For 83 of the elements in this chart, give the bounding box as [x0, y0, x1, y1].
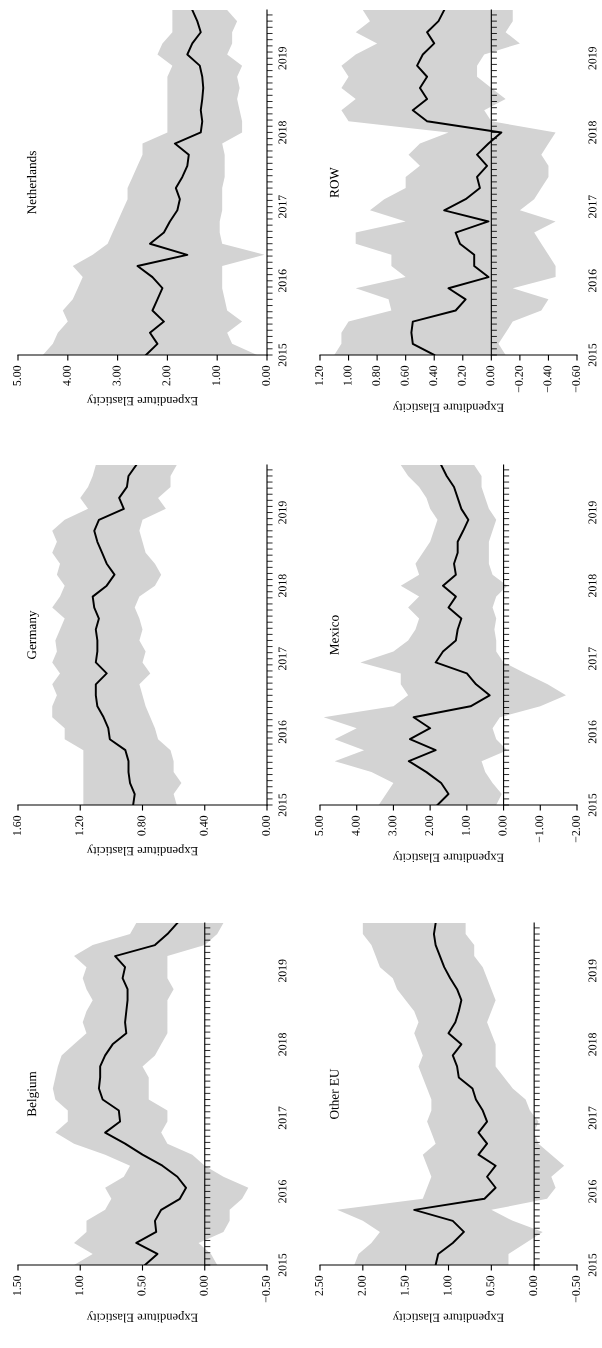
- y-tick-label: 2017: [278, 195, 287, 218]
- y-tick-label: 2016: [278, 269, 287, 293]
- x-tick-label: 1.20: [314, 365, 324, 386]
- text: Netherlands: [26, 151, 37, 214]
- x-tick-label: 0.00: [529, 1275, 538, 1296]
- x-tick-label: −0.40: [543, 365, 552, 393]
- x-tick-label: 0.00: [486, 365, 495, 386]
- x-tick-label: 2.00: [425, 815, 434, 836]
- x-tick-label: 0.80: [137, 815, 146, 836]
- x-tick-label: 0.20: [457, 365, 466, 386]
- y-tick-label: 2017: [588, 1106, 597, 1130]
- y-tick-label: 2015: [588, 1253, 597, 1277]
- y-tick-label: 2018: [588, 121, 597, 144]
- x-tick-label: 2.50: [314, 1275, 324, 1296]
- x-axis-title: Expenditure Elasticity: [392, 851, 504, 863]
- y-tick-label: 2017: [588, 195, 597, 218]
- y-tick-label: 2019: [588, 46, 597, 70]
- y-tick-label: 2017: [278, 1106, 287, 1130]
- x-tick-label: −1.00: [535, 815, 544, 843]
- y-tick-label: 2019: [588, 959, 597, 983]
- x-tick-label: 1.50: [12, 1275, 22, 1296]
- y-tick-label: 2017: [588, 647, 597, 671]
- text: ROW: [329, 167, 339, 198]
- x-axis-title: Expenditure Elasticity: [392, 1311, 504, 1323]
- x-tick-label: 1.20: [75, 815, 84, 836]
- y-tick-label: 2018: [588, 574, 597, 597]
- x-tick-label: 5.00: [12, 365, 22, 386]
- y-tick-label: 2017: [278, 647, 287, 671]
- y-tick-label: 2016: [588, 720, 597, 744]
- x-tick-label: −2.00: [571, 815, 581, 843]
- x-tick-label: 3.00: [112, 365, 121, 386]
- x-tick-label: 4.00: [62, 365, 71, 386]
- x-tick-label: 0.00: [498, 815, 507, 836]
- x-tick-label: 2.00: [357, 1275, 366, 1296]
- x-tick-label: 0.00: [199, 1275, 208, 1296]
- y-tick-label: 2019: [278, 46, 287, 70]
- x-tick-label: 0.00: [261, 815, 271, 836]
- x-tick-label: 4.00: [351, 815, 360, 836]
- x-axis-title: Expenditure Elasticity: [86, 394, 198, 406]
- x-tick-label: 1.00: [212, 365, 221, 386]
- x-tick-label: 2.00: [162, 365, 171, 386]
- y-tick-label: 2015: [278, 1253, 287, 1277]
- x-tick-label: 0.40: [429, 365, 438, 386]
- y-tick-label: 2016: [588, 1180, 597, 1203]
- x-tick-label: 3.00: [388, 815, 397, 836]
- y-tick-label: 2019: [278, 959, 287, 983]
- x-axis-title: Expenditure Elasticity: [86, 1311, 198, 1323]
- x-tick-label: −0.50: [261, 1275, 271, 1303]
- x-tick-label: 0.80: [372, 365, 381, 386]
- x-tick-label: −0.60: [571, 365, 581, 393]
- text: Other EU: [329, 1068, 339, 1119]
- y-tick-label: 2015: [278, 343, 287, 367]
- x-axis-title: Expenditure Elasticity: [392, 401, 504, 413]
- x-tick-label: 0.50: [486, 1275, 495, 1296]
- y-tick-label: 2018: [278, 574, 287, 597]
- x-axis-title: Expenditure Elasticity: [86, 844, 198, 856]
- y-tick-label: 2016: [278, 1180, 287, 1203]
- text: Germany: [27, 610, 39, 659]
- x-tick-label: 1.50: [400, 1275, 409, 1296]
- y-tick-label: 2019: [588, 501, 597, 524]
- x-tick-label: 1.00: [75, 1275, 84, 1296]
- y-tick-label: 2016: [278, 720, 287, 744]
- x-tick-label: −0.20: [514, 365, 523, 393]
- x-tick-label: 0.50: [137, 1275, 146, 1296]
- x-tick-label: 1.00: [461, 815, 470, 836]
- y-tick-label: 2018: [278, 121, 287, 144]
- x-tick-label: 0.00: [261, 365, 271, 386]
- x-tick-label: 1.00: [443, 1275, 452, 1296]
- text: Mexico: [329, 615, 339, 655]
- x-tick-label: 0.60: [400, 365, 409, 386]
- y-tick-label: 2018: [588, 1033, 597, 1056]
- x-tick-label: 5.00: [314, 815, 324, 836]
- text: Belgium: [26, 1071, 39, 1117]
- x-tick-label: 0.40: [199, 815, 208, 836]
- y-tick-label: 2015: [588, 793, 597, 817]
- y-tick-label: 2015: [278, 793, 287, 817]
- x-tick-label: −0.50: [571, 1275, 581, 1303]
- y-tick-label: 2016: [588, 269, 597, 293]
- x-tick-label: 1.60: [12, 815, 22, 836]
- x-tick-label: 1.00: [343, 365, 352, 386]
- y-tick-label: 2018: [278, 1033, 287, 1056]
- y-tick-label: 2019: [278, 501, 287, 524]
- y-tick-label: 2015: [588, 343, 597, 367]
